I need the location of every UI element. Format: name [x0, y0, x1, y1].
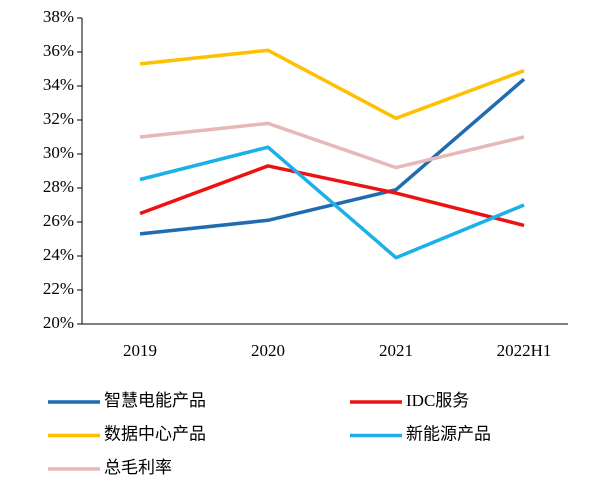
x-tick-label: 2022H1 [497, 341, 552, 360]
series-line [139, 48, 525, 121]
legend-label: 新能源产品 [406, 424, 491, 443]
series-line [139, 164, 525, 228]
y-tick-label: 38% [43, 7, 74, 26]
series-line [139, 77, 526, 236]
y-tick-label: 28% [43, 177, 74, 196]
y-tick-label: 24% [43, 245, 74, 264]
series-line [139, 121, 525, 170]
y-tick-label: 20% [43, 313, 74, 332]
legend-label: IDC服务 [406, 391, 469, 410]
series-line [139, 145, 525, 260]
y-tick-label: 36% [43, 41, 74, 60]
legend-label: 智慧电能产品 [104, 391, 206, 410]
x-tick-label: 2019 [123, 341, 157, 360]
y-tick-label: 22% [43, 279, 74, 298]
y-tick-label: 26% [43, 211, 74, 230]
x-tick-label: 2020 [251, 341, 285, 360]
y-tick-label: 30% [43, 143, 74, 162]
legend-label: 数据中心产品 [104, 424, 206, 443]
legend-label: 总毛利率 [104, 458, 172, 477]
x-tick-label: 2021 [379, 341, 413, 360]
y-tick-label: 32% [43, 109, 74, 128]
y-tick-label: 34% [43, 75, 74, 94]
